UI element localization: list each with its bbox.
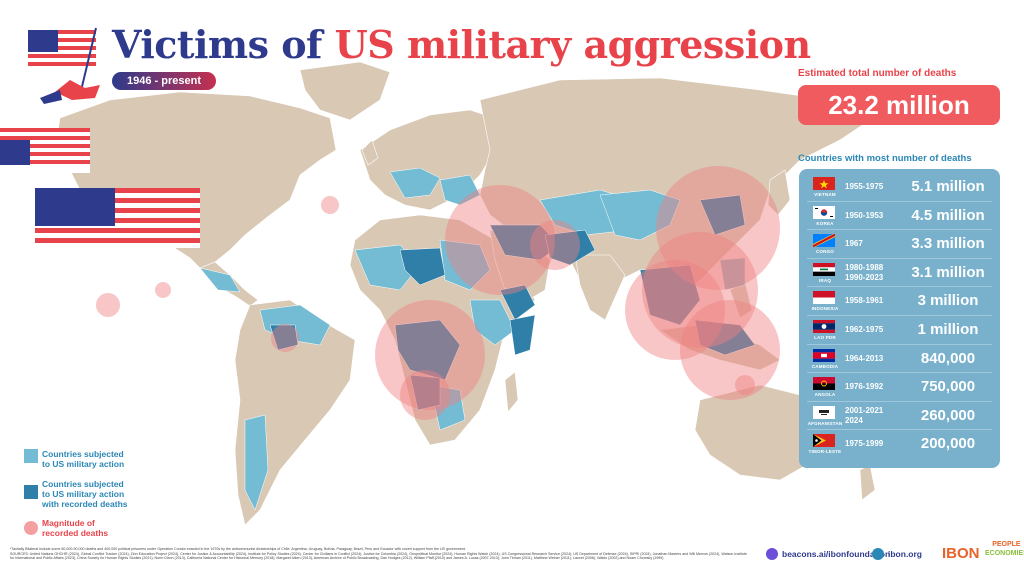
country-name: AFGHANISTAN xyxy=(807,420,843,426)
row-divider xyxy=(807,314,992,316)
cambodia-flag-icon xyxy=(813,348,835,362)
logo-economies: ECONOMIES xyxy=(985,550,1024,557)
magnitude-circles xyxy=(96,166,780,420)
country-name: CAMBODIA xyxy=(811,363,839,369)
country-name: ANGOLA xyxy=(814,392,836,398)
estimate-value: 23.2 million xyxy=(798,85,1000,125)
ranking-panel: VIETNAM 1955-1975 5.1 million KOREA 1950-195… xyxy=(799,169,1000,468)
beacons-link[interactable]: beacons.ai/ibonfoundation xyxy=(782,549,891,559)
ranking-row: CAMBODIA 1964-2013 840,000 xyxy=(799,345,1000,374)
congo-flag-icon xyxy=(813,234,835,248)
iraq-flag-icon xyxy=(813,262,835,276)
deaths: 840,000 xyxy=(920,349,976,367)
country-name: VIETNAM xyxy=(814,192,836,197)
recorded-countries xyxy=(269,194,756,411)
people-economies-logo: PEOPLE ECONOMIES xyxy=(985,540,1024,558)
country-name: CONGO xyxy=(815,249,834,255)
years: 1950-1953 xyxy=(845,210,884,220)
row-divider xyxy=(807,286,992,288)
row-divider xyxy=(807,400,992,402)
row-divider xyxy=(807,257,992,259)
years: 1980-1988 1990-2023 xyxy=(845,262,884,282)
deaths: 3 million xyxy=(917,292,979,310)
period-badge: 1946 - present xyxy=(112,72,216,90)
footer-notes: *Tactially Bilateral include some 80,000… xyxy=(10,547,750,561)
ranking-label: Countries with most number of deaths xyxy=(798,153,972,164)
legend-recorded-text: Countries subjected to US military actio… xyxy=(42,479,128,509)
years: 1962-1975 xyxy=(845,325,884,334)
ranking-row: TIMOR-LESTE 1975-1999 200,000 xyxy=(799,430,1000,459)
title-part-2: US military aggression xyxy=(334,22,812,67)
row-divider xyxy=(807,200,992,202)
korea-flag-icon xyxy=(813,205,835,219)
page-title: Victims of US military aggression xyxy=(112,22,811,67)
title-part-1: Victims of xyxy=(112,22,335,67)
years: 1975-1999 xyxy=(845,439,884,449)
legend-subjected-text: Countries subjected to US military actio… xyxy=(42,449,125,469)
deaths: 750,000 xyxy=(920,378,976,396)
country-name: TIMOR-LESTE xyxy=(808,449,842,455)
web-link[interactable]: ibon.org xyxy=(888,549,922,559)
legend-subjected-swatch xyxy=(24,449,38,463)
years: 1967 xyxy=(845,239,863,249)
estimate-label: Estimated total number of deaths xyxy=(798,68,957,79)
row-divider xyxy=(807,429,992,431)
row-divider xyxy=(807,372,992,374)
country-name: INDONESIA xyxy=(811,306,839,312)
ranking-row: AFGHANISTAN 2001-2021 2024 260,000 xyxy=(799,402,1000,431)
deaths: 5.1 million xyxy=(911,178,985,195)
ranking-row: ANGOLA 1976-1992 750,000 xyxy=(799,373,1000,402)
ranking-row: VIETNAM 1955-1975 5.1 million xyxy=(799,173,1000,202)
vietnam-flag-icon xyxy=(813,177,835,190)
years: 1958-1961 xyxy=(845,296,884,306)
years: 2001-2021 2024 xyxy=(845,405,884,425)
deaths: 260,000 xyxy=(920,406,976,424)
beacons-icon xyxy=(766,548,778,560)
legend-magnitude-text: Magnitude of recorded deaths xyxy=(42,518,109,538)
country-name: KOREA xyxy=(816,220,834,226)
deaths: 3.1 million xyxy=(911,263,985,281)
ranking-row: IRAQ 1980-1988 1990-2023 3.1 million xyxy=(799,259,1000,288)
row-divider xyxy=(807,229,992,231)
social-beacons[interactable]: beacons.ai/ibonfoundation xyxy=(766,548,890,560)
logo-people: PEOPLE xyxy=(992,541,1021,548)
timor-flag-icon xyxy=(813,434,835,448)
laos-flag-icon xyxy=(813,320,835,333)
country-name: IRAQ xyxy=(818,277,832,283)
footer-sources: SOURCES: United Nations OHCHR (2024), Gl… xyxy=(10,551,747,561)
indonesia-flag-icon xyxy=(813,291,835,305)
subjected-countries xyxy=(199,167,746,511)
country-name: LAO PDR xyxy=(814,335,836,340)
ibon-logo: IBON xyxy=(942,545,980,562)
years: 1955-1975 xyxy=(845,182,884,191)
row-divider xyxy=(807,343,992,345)
legend-magnitude-swatch xyxy=(24,521,38,535)
ranking-row: KOREA 1950-1953 4.5 million xyxy=(799,202,1000,231)
ranking-row: LAO PDR 1962-1975 1 million xyxy=(799,316,1000,345)
social-web[interactable]: ibon.org xyxy=(872,548,922,560)
deaths: 1 million xyxy=(917,321,979,338)
usa-flag-overlay xyxy=(0,128,200,248)
years: 1964-2013 xyxy=(845,353,884,363)
years: 1976-1992 xyxy=(845,382,884,392)
deaths: 4.5 million xyxy=(911,206,985,224)
deaths: 200,000 xyxy=(920,435,976,453)
angola-flag-icon xyxy=(813,377,835,391)
afghanistan-flag-icon xyxy=(813,405,835,419)
globe-icon xyxy=(872,548,884,560)
ranking-row: INDONESIA 1958-1961 3 million xyxy=(799,287,1000,316)
ranking-row: CONGO 1967 3.3 million xyxy=(799,230,1000,259)
legend-recorded-swatch xyxy=(24,485,38,499)
deaths: 3.3 million xyxy=(911,235,985,253)
emblem-flag-icon xyxy=(28,27,100,104)
footer-note: *Tactially Bilateral include some 80,000… xyxy=(10,547,466,551)
